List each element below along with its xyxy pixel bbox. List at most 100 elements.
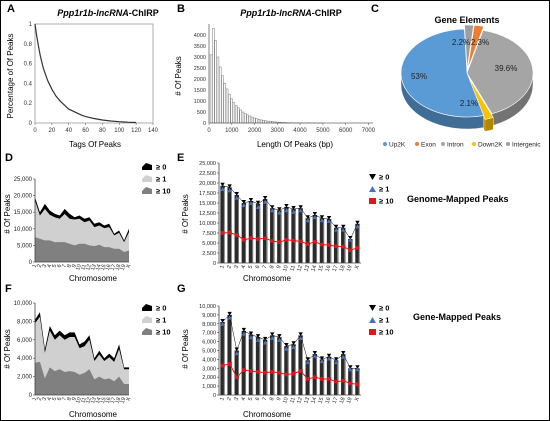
chart-g-x-tick-label: 18 xyxy=(339,397,347,405)
chart-e-bar xyxy=(270,208,275,263)
chart-g-point-ge10 xyxy=(220,363,225,368)
chart-e-x-tick-label: 5 xyxy=(248,265,255,270)
chart-e-point-ge0 xyxy=(348,236,353,240)
chart-d-legend-swatch xyxy=(142,163,152,170)
chart-e-point-ge1 xyxy=(319,218,325,223)
chart-b-x-tick-label: 6000 xyxy=(339,128,353,134)
chart-b-bar xyxy=(241,111,245,124)
chart-f-xlabel: Chromosome xyxy=(69,410,118,419)
chart-b-bar xyxy=(237,107,240,124)
chart-c-legend-label: Up2K xyxy=(389,142,406,149)
chart-e-bar xyxy=(241,203,247,263)
chart-d-x-tick-label: 18 xyxy=(115,264,123,272)
chart-f-x-tick-label: 9 xyxy=(71,397,78,402)
chart-e-point-ge0 xyxy=(227,184,232,189)
chart-e-point-ge1 xyxy=(341,228,346,232)
chart-g-x-tick-label: 13 xyxy=(303,397,311,405)
chart-d-x-tick-label: 16 xyxy=(105,264,113,272)
chart-f-legend-label: ≥ 1 xyxy=(156,316,166,325)
chart-e-bar xyxy=(312,215,318,263)
chart-b-bar xyxy=(234,105,238,124)
chart-e-legend-marker-ge10 xyxy=(369,198,376,204)
chart-e-point-ge0 xyxy=(312,212,318,216)
chart-e-bar xyxy=(305,218,310,263)
chart-d-x-tick-label: 10 xyxy=(75,264,83,272)
chart-f-y-tick-label: 10,000 xyxy=(14,301,33,307)
chart-c-data-label: 2.2% xyxy=(452,38,470,47)
chart-g-y-tick-label: 3,000 xyxy=(202,366,216,372)
chart-b-bar xyxy=(232,102,236,124)
chart-g-point-ge0 xyxy=(248,331,254,336)
chart-e-x-tick-label: 11 xyxy=(289,265,297,272)
chart-e-y-tick-label: 5,000 xyxy=(202,241,216,247)
chart-g-point-ge0 xyxy=(319,356,325,361)
chart-b-x-tick-label: 5000 xyxy=(316,128,330,134)
chart-f-y-tick-label: 4,000 xyxy=(17,356,33,362)
chart-e-point-ge1 xyxy=(305,218,310,223)
chart-g-bar xyxy=(277,337,282,395)
chart-g-point-ge1 xyxy=(312,354,318,358)
chart-e-point-ge1 xyxy=(326,219,332,223)
chart-d-x-tick-label: 14 xyxy=(95,264,103,272)
chart-c-legend-marker xyxy=(415,142,419,146)
chart-e-point-ge1 xyxy=(333,228,339,232)
chart-e-point-ge0 xyxy=(284,204,289,208)
chart-g-x-tick-label: X xyxy=(354,396,361,402)
chart-f-x-tick-label: 6 xyxy=(56,397,63,402)
chart-a-x-tick-label: 80 xyxy=(99,128,106,134)
chart-b: Ppp1r1b-lncRNA-ChIRP 0 1000 2000 3000 4000 50… xyxy=(174,8,376,149)
chart-b-title: Ppp1r1b-lncRNA-ChIRP xyxy=(240,8,342,18)
chart-d-y-tick-label: 5,000 xyxy=(17,243,33,249)
chart-d-y-tick-label: 25,000 xyxy=(14,177,33,183)
chart-e-xlabel: Chromosome xyxy=(243,274,292,283)
chart-e-point-ge1 xyxy=(227,188,232,193)
chart-e-bar xyxy=(227,187,232,263)
chart-e-bar xyxy=(262,199,268,263)
chart-c-data-label: 39.6% xyxy=(495,64,518,73)
chart-b-bar xyxy=(214,40,217,124)
chart-f-legend-swatch xyxy=(142,328,152,335)
chart-g-x-tick-label: 4 xyxy=(241,397,248,402)
chart-f-legend-label: ≥ 10 xyxy=(156,328,171,337)
chart-g-legend-label: ≥ 0 xyxy=(379,304,389,313)
chart-a-x-tick-label: 20 xyxy=(49,128,56,134)
chart-d-legend-swatch xyxy=(142,187,152,194)
chart-g-point-ge0 xyxy=(241,327,247,332)
chart-e-y-tick-label: 7,500 xyxy=(202,231,216,237)
chart-g-x-tick-label: 12 xyxy=(296,397,304,405)
chart-a-y-tick-label: 0.2 xyxy=(24,101,33,107)
chart-g-point-ge10 xyxy=(341,378,346,383)
chart-g-y-tick-label: 10,000 xyxy=(199,304,216,310)
chart-c-slice-up2k xyxy=(400,28,485,118)
chart-c: Gene Elements 53% 2.3% 39.6% 2.1% 2.2% Up2K E… xyxy=(383,15,541,149)
chart-g-x-tick-label: 10 xyxy=(282,397,290,405)
panel-letter-c: C xyxy=(371,3,379,15)
chart-f-x-tick-label: 14 xyxy=(95,397,103,405)
chart-b-bar xyxy=(255,118,258,124)
chart-c-legend-label: Down2K xyxy=(478,142,503,149)
chart-b-y-tick-label: 3000 xyxy=(194,55,206,61)
chart-d-legend-label: ≥ 0 xyxy=(156,163,166,172)
chart-d-x-tick-label: 9 xyxy=(71,264,78,269)
chart-b-bar xyxy=(221,75,224,124)
panel-letter-f: F xyxy=(5,283,12,295)
chart-g-point-ge1 xyxy=(234,351,239,356)
chart-f-x-tick-label: 7 xyxy=(61,397,68,402)
chart-g-legend-marker-ge1 xyxy=(369,317,376,323)
chart-g-point-ge0 xyxy=(333,357,339,362)
chart-c-legend-label: Intron xyxy=(447,142,464,149)
chart-g-legend-label: ≥ 10 xyxy=(379,328,394,337)
chart-f-x-tick-label: 18 xyxy=(115,397,123,405)
chart-g-point-ge1 xyxy=(355,367,360,372)
chart-e-bar xyxy=(255,203,261,263)
chart-c-slice-intergenic xyxy=(464,24,475,70)
chart-g-point-ge1 xyxy=(298,336,303,341)
chart-e-ylabel: # Of Peaks xyxy=(181,194,190,234)
chart-a: Ppp1r1b-lncRNA-ChIRP 0 20 40 60 80 100 120 140 0… xyxy=(6,8,159,149)
chart-c-slice-side xyxy=(484,117,494,132)
chart-f-x-tick-label: 5 xyxy=(51,397,58,402)
chart-e-legend-label: ≥ 1 xyxy=(379,185,389,194)
chart-d-x-tick-label: 2 xyxy=(37,264,44,269)
chart-f-legend-swatch xyxy=(142,304,152,311)
chart-g: 0 1,000 2,000 3,000 4,000 5,000 6,000 7,000 8,00… xyxy=(181,304,394,420)
